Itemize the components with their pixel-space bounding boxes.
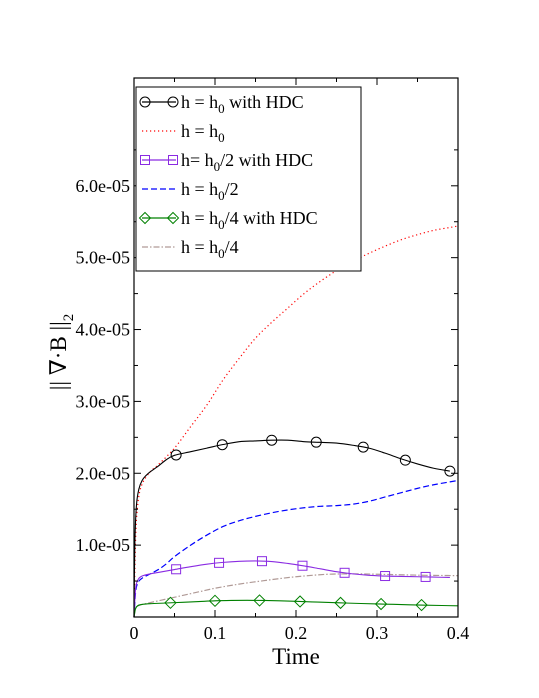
series-line (133, 439, 450, 618)
plot-area (133, 225, 459, 618)
data-point-marker (420, 571, 431, 582)
series-h-h0-4 (133, 573, 459, 618)
x-tick-label: 0.3 (366, 623, 389, 643)
legend-item-h-h0-2-with-hdc: h= h0/2 with HDC (140, 150, 313, 174)
data-point-marker (171, 564, 182, 575)
axes: 0 0.1 0.2 0.3 0.4 1.0e-05 2.0e-05 3.0e-05 4.0e-0… (76, 77, 470, 643)
data-point-marker (216, 439, 228, 451)
x-axis-label: Time (272, 644, 320, 669)
legend-label: h = h0 with HDC (181, 92, 304, 116)
data-point-marker (415, 598, 428, 612)
y-axis-label: || ∇·B ||2 (46, 314, 77, 390)
data-point-marker (310, 436, 322, 448)
legend-marker (140, 155, 150, 165)
y-axis-label-main: || ∇·B || (46, 321, 71, 390)
data-point-marker (266, 434, 278, 446)
legend-label: h = h0/4 with HDC (181, 208, 318, 232)
y-tick-label: 4.0e-05 (76, 320, 130, 340)
series-line (133, 599, 459, 618)
data-point-marker (374, 597, 388, 611)
y-tick-label: 2.0e-05 (76, 463, 130, 483)
data-point-marker (399, 454, 411, 466)
x-tick-label: 0.1 (204, 623, 227, 643)
y-tick-label: 5.0e-05 (76, 248, 130, 268)
y-axis-label-subscript: 2 (61, 314, 77, 322)
series-h-h0-4-with-hdc (133, 594, 459, 618)
legend: h = h0 with HDC h = h0 h= h0/2 with HDC h =… (135, 86, 362, 272)
data-point-marker (380, 571, 391, 582)
series-line (133, 573, 459, 618)
y-tick-label: 3.0e-05 (76, 391, 130, 411)
legend-label: h = h0 (181, 121, 225, 145)
legend-label: h = h0/4 (181, 237, 239, 261)
data-point-marker (170, 449, 182, 461)
legend-item-h-h0: h = h0 (142, 121, 225, 145)
series-line (133, 560, 450, 618)
series-h-h0-with-hdc (133, 434, 456, 618)
data-point-marker (256, 556, 267, 567)
legend-item-h-h0-2: h = h0/2 (142, 179, 239, 203)
data-point-marker (357, 441, 369, 453)
y-tick-label: 6.0e-05 (76, 176, 130, 196)
series-line (133, 479, 459, 618)
data-point-marker (293, 595, 307, 608)
legend-label: h = h0/2 (181, 179, 239, 203)
legend-box (135, 86, 362, 272)
x-tick-label: 0.4 (447, 623, 470, 643)
x-tick-label: 0.2 (285, 623, 308, 643)
legend-marker (139, 96, 151, 108)
y-tick-label: 1.0e-05 (76, 535, 130, 555)
data-point-marker (297, 560, 308, 571)
series-h-h0 (133, 225, 459, 618)
x-tick-label: 0 (130, 623, 139, 643)
legend-marker (138, 211, 152, 225)
legend-item-h-h0-with-hdc: h = h0 with HDC (139, 92, 304, 116)
data-point-marker (208, 594, 222, 608)
data-point-marker (253, 594, 266, 607)
data-point-marker (339, 567, 350, 578)
data-point-marker (214, 557, 225, 568)
series-line (133, 225, 459, 618)
legend-item-h-h0-4: h = h0/4 (142, 237, 239, 261)
legend-item-h-h0-4-with-hdc: h = h0/4 with HDC (138, 208, 318, 232)
series-h-h0-2 (133, 479, 459, 618)
data-point-marker (444, 465, 456, 477)
data-point-marker (334, 596, 347, 610)
legend-marker (167, 96, 179, 108)
data-point-marker (164, 596, 177, 610)
series-h-h0-2-with-hdc (133, 556, 450, 618)
legend-marker (166, 211, 180, 225)
legend-label: h= h0/2 with HDC (181, 150, 313, 174)
legend-marker (168, 155, 178, 165)
